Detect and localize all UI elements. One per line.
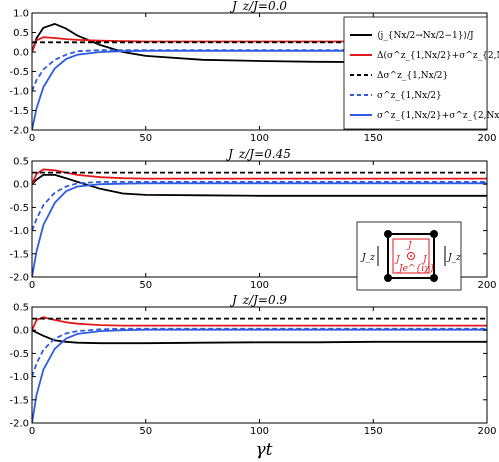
x-tick-label: 100 <box>250 133 269 144</box>
series-line-blue-dashed <box>32 180 487 231</box>
legend-label-current: ⟨j_{Nx/2→Nx/2−1}⟩/J <box>377 31 474 41</box>
x-tick-label: 150 <box>364 133 383 144</box>
legend-label-black-dashed: Δσ^z_{1,Nx/2} <box>377 71 448 81</box>
y-tick-label: -1.5 <box>9 106 29 117</box>
x-tick-label: 0 <box>29 426 35 437</box>
y-tick-label: -1.5 <box>9 249 29 260</box>
legend-label-red: Δ(σ^z_{1,Nx/2}+σ^z_{2,Nx/2}) <box>377 50 499 61</box>
series-line-red <box>32 316 487 331</box>
series-line-blue <box>32 328 487 423</box>
site-dot <box>384 274 392 282</box>
y-tick-label: -2.0 <box>9 419 29 430</box>
y-tick-label: -1.0 <box>9 372 29 383</box>
panel-title: J_z/J=0.0 <box>229 0 287 13</box>
legend-label-blue: σ^z_{1,Nx/2}+σ^z_{2,Nx/2} <box>377 111 499 121</box>
inset-label-jz-right: J_z <box>446 253 461 263</box>
panel-2: J_z/J=0.45050100150200-2.0-1.5-1.0-0.50.… <box>9 147 496 291</box>
series-line-current <box>32 173 487 197</box>
plaquette <box>387 233 435 279</box>
y-tick-label: 1.0 <box>13 9 29 20</box>
y-tick-label: -0.5 <box>9 349 29 360</box>
panel-3: J_z/J=0.9 0 50 100 150 200 -2.0 -1.5 -1.0 -0.5 0.0… <box>9 293 496 437</box>
y-tick-label: 0.0 <box>13 48 29 59</box>
site-dot <box>384 230 392 238</box>
x-tick-label: 150 <box>364 426 383 437</box>
y-tick-label: 0.5 <box>13 28 29 39</box>
y-tick-label: -2.0 <box>9 126 29 137</box>
inset-label-j-top: J <box>406 241 413 251</box>
y-tick-label: -1.5 <box>9 395 29 406</box>
y-tick-label: 0.5 <box>13 303 29 314</box>
flux-symbol <box>407 252 415 260</box>
series-line-blue <box>32 182 487 277</box>
x-tick-label: 50 <box>139 133 152 144</box>
x-tick-label: 200 <box>477 133 496 144</box>
y-tick-label: -1.0 <box>9 226 29 237</box>
legend-label-blue-dashed: σ^z_{1,Nx/2} <box>377 91 442 101</box>
inset-label-jz-left: J_z <box>360 253 375 263</box>
y-tick-label: 0.5 <box>13 157 29 168</box>
x-tick-label: 200 <box>477 426 496 437</box>
series-line-current <box>32 329 487 345</box>
site-dot <box>430 274 438 282</box>
panel-title: J_z/J=0.9 <box>229 293 287 307</box>
panel-title: J_z/J=0.45 <box>225 147 291 161</box>
inset-label-j-left: J <box>394 255 401 265</box>
y-tick-label: 0.0 <box>13 180 29 191</box>
x-axis-label: γt <box>256 440 273 460</box>
y-tick-label: -1.0 <box>9 87 29 98</box>
y-tick-label: 0.0 <box>13 326 29 337</box>
series-group <box>32 168 487 277</box>
x-tick-label: 200 <box>477 280 496 291</box>
inset-label-j-right: J <box>421 255 428 265</box>
series-group <box>32 316 487 423</box>
x-tick-label: 100 <box>250 280 269 291</box>
y-tick-label: -0.5 <box>9 203 29 214</box>
x-tick-label: 100 <box>250 426 269 437</box>
series-line-blue-dashed <box>32 327 487 377</box>
flux-dot <box>410 255 412 257</box>
inset-label-jphase: Je^{iχ} <box>397 264 435 274</box>
x-tick-label: 0 <box>29 280 35 291</box>
y-tick-label: -0.5 <box>9 67 29 78</box>
inset-diagram: J_z J J J Je^{iχ} J_z <box>356 221 462 291</box>
y-tick-label: -2.0 <box>9 273 29 284</box>
x-tick-label: 50 <box>139 280 152 291</box>
x-tick-label: 0 <box>29 133 35 144</box>
current-loop <box>392 238 430 274</box>
series-line-red <box>32 168 487 185</box>
site-dot <box>430 230 438 238</box>
legend: ⟨j_{Nx/2→Nx/2−1}⟩/J Δ(σ^z_{1,Nx/2}+σ^z_{… <box>343 16 499 130</box>
x-tick-label: 50 <box>139 426 152 437</box>
